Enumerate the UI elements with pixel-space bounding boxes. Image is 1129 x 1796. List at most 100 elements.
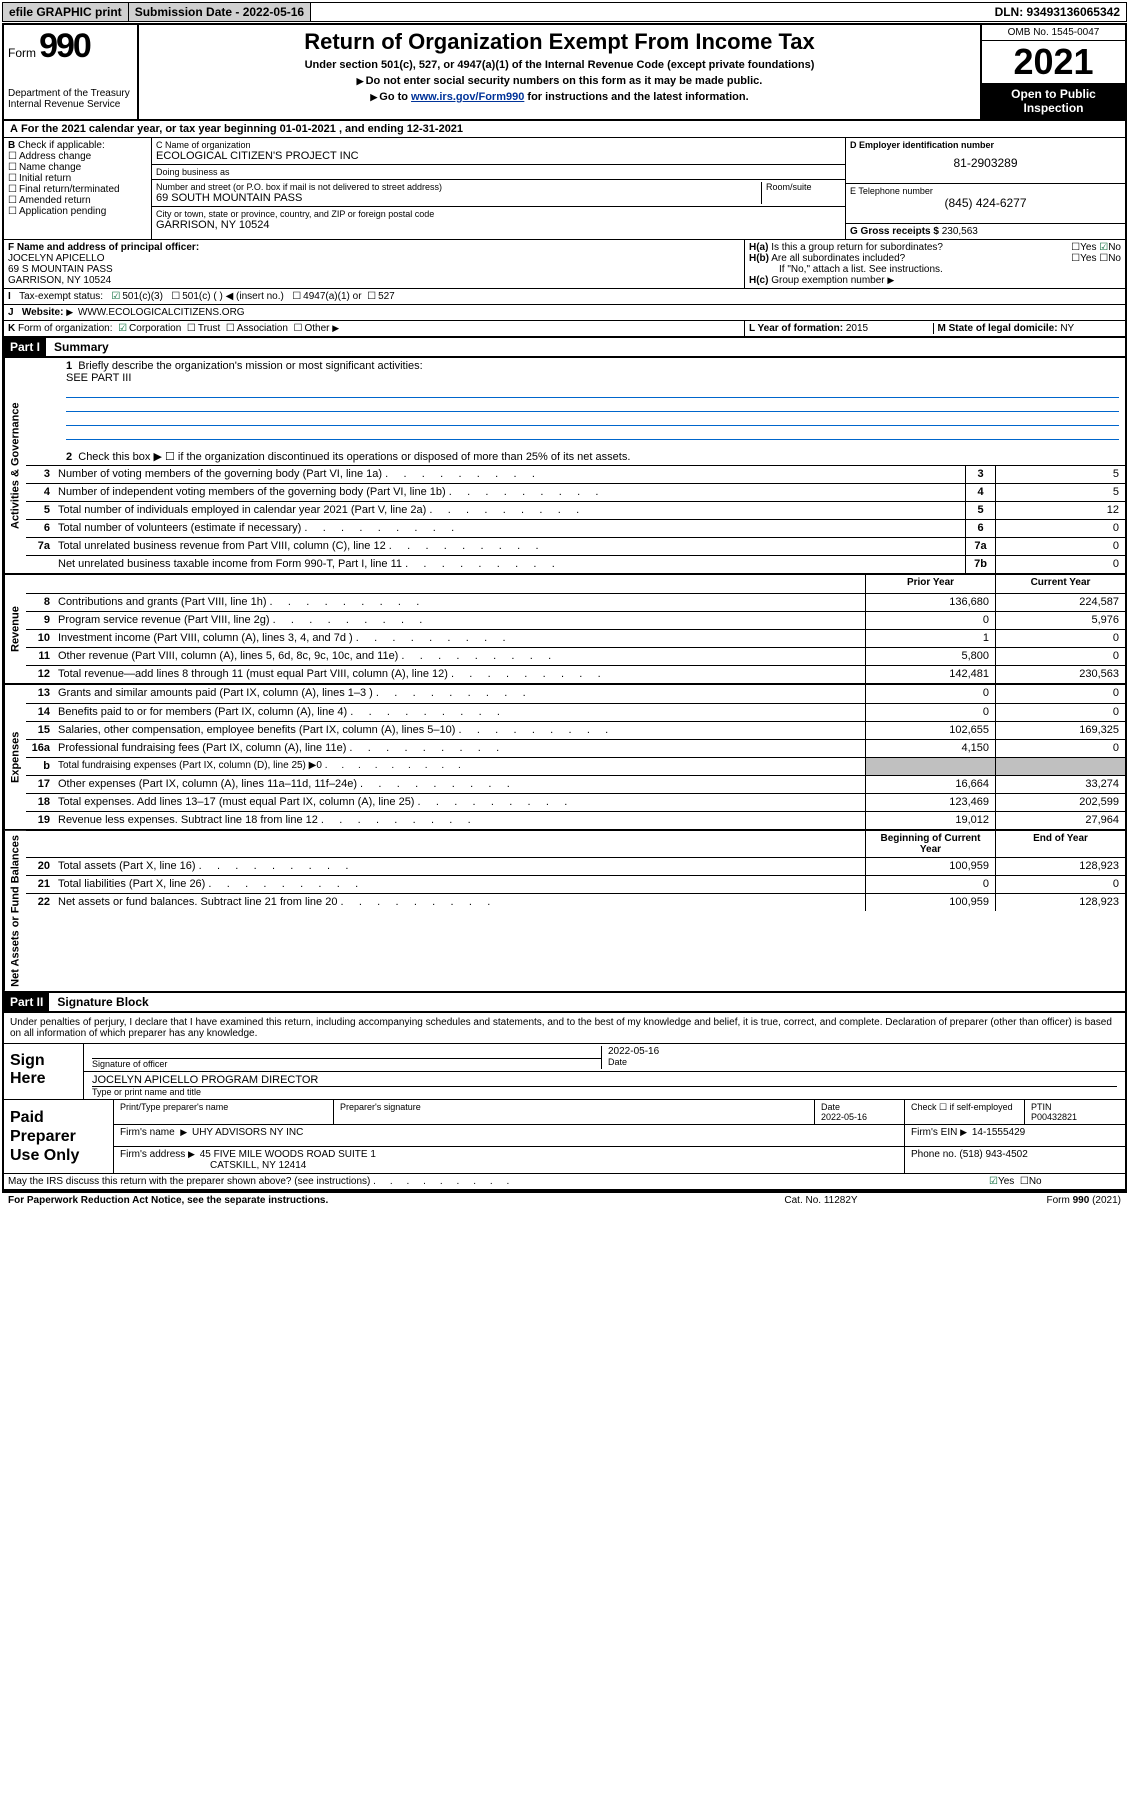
net-header: Beginning of Current Year End of Year: [26, 831, 1125, 857]
firm-phone: (518) 943-4502: [959, 1149, 1027, 1160]
table-row: 9Program service revenue (Part VIII, lin…: [26, 611, 1125, 629]
omb-number: OMB No. 1545-0047: [982, 25, 1125, 41]
vtab-net: Net Assets or Fund Balances: [4, 831, 26, 991]
agency-text: Department of the Treasury Internal Reve…: [8, 88, 133, 110]
chk-527[interactable]: 527: [367, 291, 395, 302]
footer-left: For Paperwork Reduction Act Notice, see …: [8, 1195, 721, 1206]
form-number: 990: [39, 27, 90, 65]
f-lbl: F Name and address of principal officer:: [8, 242, 199, 253]
footer-form: Form 990 (2021): [921, 1195, 1121, 1206]
l-val: 2015: [846, 323, 868, 334]
chk-501c3[interactable]: 501(c)(3): [111, 291, 163, 302]
table-row: 11Other revenue (Part VIII, column (A), …: [26, 647, 1125, 665]
chk-final-return[interactable]: Final return/terminated: [8, 184, 147, 195]
submission-date-button[interactable]: Submission Date - 2022-05-16: [129, 3, 311, 21]
table-row: bTotal fundraising expenses (Part IX, co…: [26, 757, 1125, 775]
g-val: 230,563: [942, 226, 978, 237]
table-row: 5Total number of individuals employed in…: [26, 501, 1125, 519]
table-row: 4Number of independent voting members of…: [26, 483, 1125, 501]
efile-print-button[interactable]: efile GRAPHIC print: [3, 3, 129, 21]
discuss-row: May the IRS discuss this return with the…: [4, 1173, 1125, 1191]
col-b-checkboxes: B Check if applicable: Address change Na…: [4, 138, 152, 239]
table-row: 19Revenue less expenses. Subtract line 1…: [26, 811, 1125, 829]
prep-firm-line: Firm's name UHY ADVISORS NY INC Firm's E…: [114, 1125, 1125, 1147]
chk-initial-return[interactable]: Initial return: [8, 173, 147, 184]
m-val: NY: [1060, 323, 1074, 334]
m-lbl: M State of legal domicile:: [938, 323, 1058, 334]
firm-name: UHY ADVISORS NY INC: [192, 1127, 303, 1138]
open-inspection: Open to Public Inspection: [982, 83, 1125, 119]
q2: 2 Check this box ▶ ☐ if the organization…: [26, 442, 1125, 465]
preparer-label: Paid Preparer Use Only: [4, 1100, 114, 1174]
c-room-lbl: Room/suite: [766, 182, 841, 192]
signature-block: Under penalties of perjury, I declare th…: [4, 1011, 1125, 1192]
table-row: 12Total revenue—add lines 8 through 11 (…: [26, 665, 1125, 683]
hb-q: Are all subordinates included?: [771, 253, 905, 264]
chk-4947[interactable]: 4947(a)(1) or: [292, 291, 361, 302]
part2-header: Part IISignature Block: [4, 991, 1125, 1011]
irs-url-link[interactable]: www.irs.gov/Form990: [411, 91, 524, 103]
c-dba-lbl: Doing business as: [156, 167, 841, 177]
chk-name-change[interactable]: Name change: [8, 162, 147, 173]
dln-label: DLN: 93493136065342: [989, 3, 1126, 21]
chk-assoc[interactable]: Association: [226, 323, 288, 334]
form-outer: Form 990 Department of the Treasury Inte…: [2, 23, 1127, 1193]
q1-val: SEE PART III: [66, 372, 131, 384]
part1-header: Part ISummary: [4, 338, 1125, 356]
note-ssn: Do not enter social security numbers on …: [147, 75, 972, 87]
sign-here-row: Sign Here Signature of officer 2022-05-1…: [4, 1043, 1125, 1099]
sig-declaration: Under penalties of perjury, I declare th…: [4, 1013, 1125, 1043]
section-governance: Activities & Governance 1 Briefly descri…: [4, 356, 1125, 573]
f-name: JOCELYN APICELLO: [8, 253, 105, 264]
l-lbl: L Year of formation:: [749, 323, 843, 334]
chk-501c[interactable]: 501(c) ( ) ◀ (insert no.): [171, 291, 284, 302]
q1: 1 Briefly describe the organization's mi…: [26, 358, 1125, 442]
sig-date-lbl: Date: [608, 1057, 1117, 1067]
sig-officer-lbl: Signature of officer: [92, 1058, 601, 1069]
g-lbl: G Gross receipts $: [850, 226, 939, 237]
website-val: WWW.ECOLOGICALCITIZENS.ORG: [78, 307, 245, 318]
chk-amended-return[interactable]: Amended return: [8, 195, 147, 206]
firm-addr: 45 FIVE MILE WOODS ROAD SUITE 1: [200, 1149, 376, 1160]
c-addr-val: 69 SOUTH MOUNTAIN PASS: [156, 192, 761, 204]
chk-corp[interactable]: Corporation: [118, 323, 181, 334]
vtab-governance: Activities & Governance: [4, 358, 26, 573]
table-row: Net unrelated business taxable income fr…: [26, 555, 1125, 573]
header-left: Form 990 Department of the Treasury Inte…: [4, 25, 139, 119]
firm-ein: 14-1555429: [972, 1127, 1025, 1138]
table-row: 22Net assets or fund balances. Subtract …: [26, 893, 1125, 911]
chk-address-change[interactable]: Address change: [8, 151, 147, 162]
row-fh: F Name and address of principal officer:…: [4, 240, 1125, 289]
form-subtitle: Under section 501(c), 527, or 4947(a)(1)…: [147, 59, 972, 71]
table-row: 10Investment income (Part VIII, column (…: [26, 629, 1125, 647]
rev-header: Prior Year Current Year: [26, 575, 1125, 593]
c-name-val: ECOLOGICAL CITIZEN'S PROJECT INC: [156, 150, 841, 162]
page-footer: For Paperwork Reduction Act Notice, see …: [2, 1193, 1127, 1208]
tax-year: 2021: [982, 41, 1125, 83]
hb-note: If "No," attach a list. See instructions…: [749, 264, 1121, 275]
section-netassets: Net Assets or Fund Balances Beginning of…: [4, 829, 1125, 991]
chk-other[interactable]: Other: [294, 323, 330, 334]
note-url: Go to www.irs.gov/Form990 for instructio…: [147, 91, 972, 103]
chk-application-pending[interactable]: Application pending: [8, 206, 147, 217]
f-addr1: 69 S MOUNTAIN PASS: [8, 264, 113, 275]
table-row: 16aProfessional fundraising fees (Part I…: [26, 739, 1125, 757]
chk-trust[interactable]: Trust: [187, 323, 220, 334]
table-row: 21Total liabilities (Part X, line 26)00: [26, 875, 1125, 893]
preparer-row: Paid Preparer Use Only Print/Type prepar…: [4, 1099, 1125, 1174]
col-de: D Employer identification number 81-2903…: [845, 138, 1125, 239]
hc-q: Group exemption number: [771, 275, 884, 286]
entity-grid: B Check if applicable: Address change Na…: [4, 138, 1125, 240]
ptin-val: P00432821: [1031, 1112, 1077, 1122]
table-row: 6Total number of volunteers (estimate if…: [26, 519, 1125, 537]
table-row: 18Total expenses. Add lines 13–17 (must …: [26, 793, 1125, 811]
row-i: I Tax-exempt status: 501(c)(3) 501(c) ( …: [4, 289, 1125, 305]
prep-addr-line: Firm's address 45 FIVE MILE WOODS ROAD S…: [114, 1147, 1125, 1173]
header-title-block: Return of Organization Exempt From Incom…: [139, 25, 980, 119]
c-city-val: GARRISON, NY 10524: [156, 219, 841, 231]
row-klm: K Form of organization: Corporation Trus…: [4, 321, 1125, 338]
c-city-lbl: City or town, state or province, country…: [156, 209, 841, 219]
ha-q: Is this a group return for subordinates?: [771, 242, 943, 253]
table-row: 7aTotal unrelated business revenue from …: [26, 537, 1125, 555]
sig-name-title: JOCELYN APICELLO PROGRAM DIRECTOR: [92, 1074, 1117, 1086]
